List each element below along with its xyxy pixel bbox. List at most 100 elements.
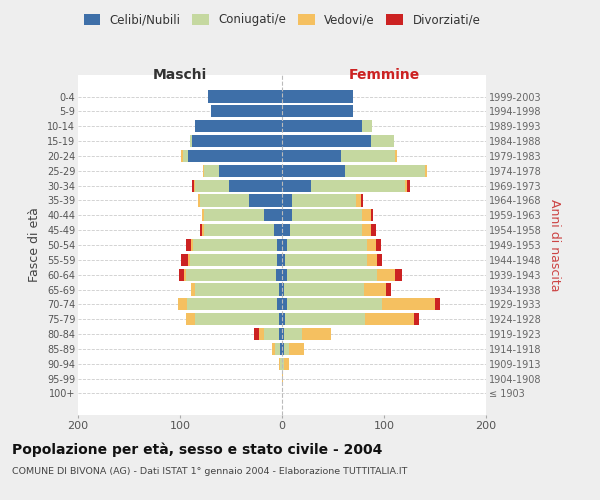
Bar: [205, 224, 274, 236]
Bar: [192, 180, 194, 192]
Bar: [254, 328, 259, 340]
Bar: [274, 224, 282, 236]
Bar: [196, 284, 279, 296]
Bar: [282, 358, 284, 370]
Bar: [284, 358, 289, 370]
Bar: [284, 284, 364, 296]
Bar: [364, 284, 386, 296]
Bar: [395, 150, 397, 162]
Bar: [282, 164, 345, 177]
Bar: [208, 90, 282, 102]
Bar: [361, 194, 362, 206]
Bar: [203, 164, 205, 177]
Bar: [259, 328, 263, 340]
Bar: [282, 120, 362, 132]
Bar: [287, 268, 377, 281]
Bar: [282, 135, 371, 147]
Bar: [186, 313, 196, 326]
Bar: [367, 254, 377, 266]
Bar: [367, 239, 376, 251]
Bar: [287, 239, 367, 251]
Bar: [211, 106, 282, 118]
Bar: [219, 164, 282, 177]
Bar: [200, 194, 250, 206]
Bar: [341, 150, 395, 162]
Bar: [277, 254, 282, 266]
Bar: [196, 313, 279, 326]
Bar: [377, 268, 395, 281]
Bar: [406, 180, 407, 192]
Bar: [282, 372, 283, 384]
Bar: [289, 343, 304, 355]
Bar: [292, 194, 356, 206]
Bar: [196, 180, 229, 192]
Bar: [280, 343, 282, 355]
Bar: [311, 180, 406, 192]
Bar: [282, 180, 311, 192]
Bar: [183, 150, 188, 162]
Bar: [425, 164, 427, 177]
Bar: [279, 328, 282, 340]
Text: Maschi: Maschi: [153, 68, 207, 82]
Bar: [377, 254, 382, 266]
Y-axis label: Fasce di età: Fasce di età: [28, 208, 41, 282]
Bar: [191, 239, 193, 251]
Bar: [202, 209, 205, 222]
Bar: [272, 343, 275, 355]
Bar: [282, 254, 285, 266]
Text: COMUNE DI BIVONA (AG) - Dati ISTAT 1° gennaio 2004 - Elaborazione TUTTITALIA.IT: COMUNE DI BIVONA (AG) - Dati ISTAT 1° ge…: [12, 468, 407, 476]
Bar: [386, 284, 391, 296]
Bar: [200, 224, 202, 236]
Bar: [290, 224, 362, 236]
Bar: [205, 164, 219, 177]
Text: Femmine: Femmine: [349, 68, 419, 82]
Bar: [287, 298, 382, 310]
Legend: Celibi/Nubili, Coniugati/e, Vedovi/e, Divorziati/e: Celibi/Nubili, Coniugati/e, Vedovi/e, Di…: [83, 14, 481, 26]
Bar: [356, 194, 361, 206]
Bar: [362, 224, 371, 236]
Bar: [187, 298, 277, 310]
Bar: [282, 194, 292, 206]
Bar: [275, 343, 280, 355]
Bar: [192, 135, 282, 147]
Bar: [280, 358, 282, 370]
Bar: [284, 343, 289, 355]
Bar: [282, 239, 287, 251]
Bar: [276, 268, 282, 281]
Bar: [277, 239, 282, 251]
Bar: [292, 209, 362, 222]
Bar: [186, 239, 191, 251]
Bar: [190, 135, 192, 147]
Bar: [282, 150, 341, 162]
Bar: [279, 284, 282, 296]
Bar: [184, 268, 186, 281]
Bar: [181, 254, 188, 266]
Bar: [199, 194, 200, 206]
Bar: [263, 209, 282, 222]
Bar: [285, 254, 367, 266]
Bar: [191, 284, 196, 296]
Bar: [229, 180, 282, 192]
Bar: [371, 209, 373, 222]
Bar: [196, 120, 282, 132]
Bar: [362, 209, 371, 222]
Y-axis label: Anni di nascita: Anni di nascita: [548, 198, 562, 291]
Bar: [345, 164, 425, 177]
Bar: [413, 313, 419, 326]
Bar: [407, 180, 410, 192]
Bar: [277, 298, 282, 310]
Bar: [382, 298, 435, 310]
Bar: [205, 209, 263, 222]
Bar: [282, 90, 353, 102]
Bar: [181, 150, 183, 162]
Bar: [395, 268, 403, 281]
Bar: [193, 239, 277, 251]
Bar: [279, 358, 280, 370]
Bar: [371, 224, 376, 236]
Bar: [371, 135, 394, 147]
Bar: [435, 298, 440, 310]
Bar: [282, 268, 287, 281]
Bar: [188, 254, 190, 266]
Bar: [362, 120, 372, 132]
Bar: [282, 224, 290, 236]
